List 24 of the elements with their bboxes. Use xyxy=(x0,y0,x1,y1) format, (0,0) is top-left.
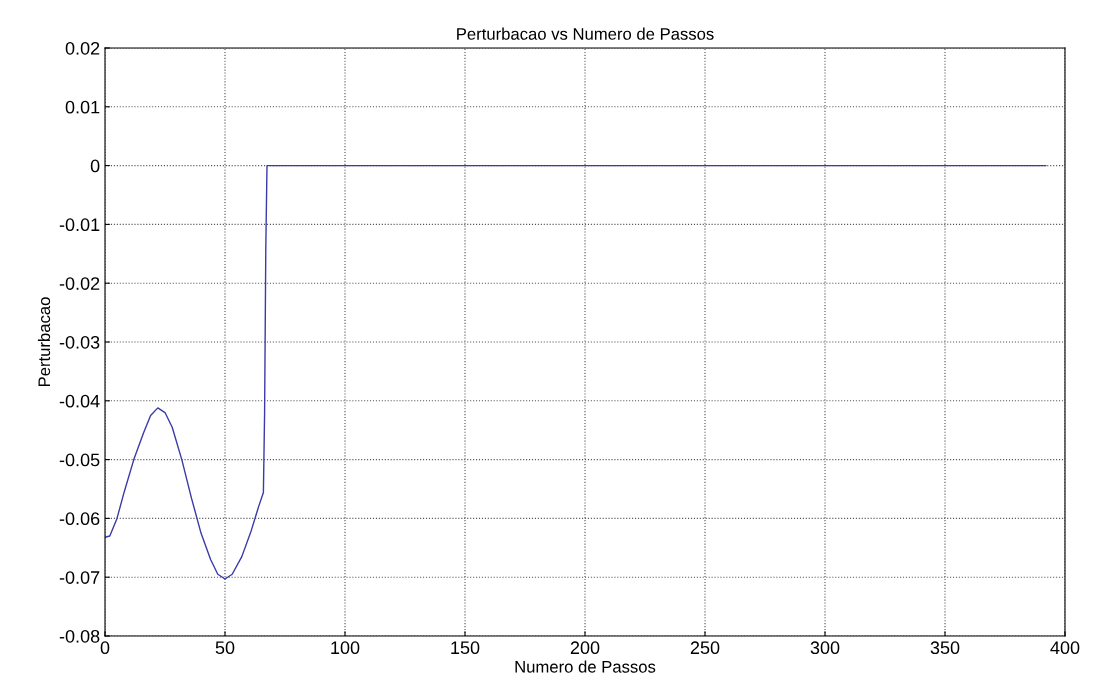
y-tick-label: -0.03 xyxy=(59,335,100,349)
y-tick-label: 0 xyxy=(90,159,100,173)
y-tick-label: -0.01 xyxy=(59,218,100,232)
y-tick-label: -0.07 xyxy=(59,571,100,584)
y-tick-label: -0.08 xyxy=(59,629,100,643)
y-tick-label: -0.05 xyxy=(59,453,100,467)
x-axis-title: Numero de Passos xyxy=(515,660,656,673)
line-series xyxy=(105,164,1047,580)
y-tick-label: 0.02 xyxy=(65,41,100,55)
x-tick-label: 350 xyxy=(930,641,960,655)
x-tick-label: 400 xyxy=(1050,641,1080,655)
x-tick-label: 300 xyxy=(810,641,840,655)
x-tick-label: 250 xyxy=(690,641,720,655)
y-tick-label: 0.01 xyxy=(65,100,100,114)
y-tick-label: -0.04 xyxy=(59,394,100,408)
x-tick-label: 100 xyxy=(331,641,360,655)
x-tick-label: 50 xyxy=(215,641,235,655)
x-tick-label: 200 xyxy=(570,641,600,655)
chart-title: Perturbacao vs Numero de Passos xyxy=(457,27,714,40)
x-tick-label: 0 xyxy=(100,641,110,655)
x-tick-label: 150 xyxy=(451,641,480,655)
y-tick-label: -0.02 xyxy=(59,277,100,290)
y-tick-label: -0.06 xyxy=(59,512,100,526)
y-axis-title: Perturbacao xyxy=(37,297,51,387)
